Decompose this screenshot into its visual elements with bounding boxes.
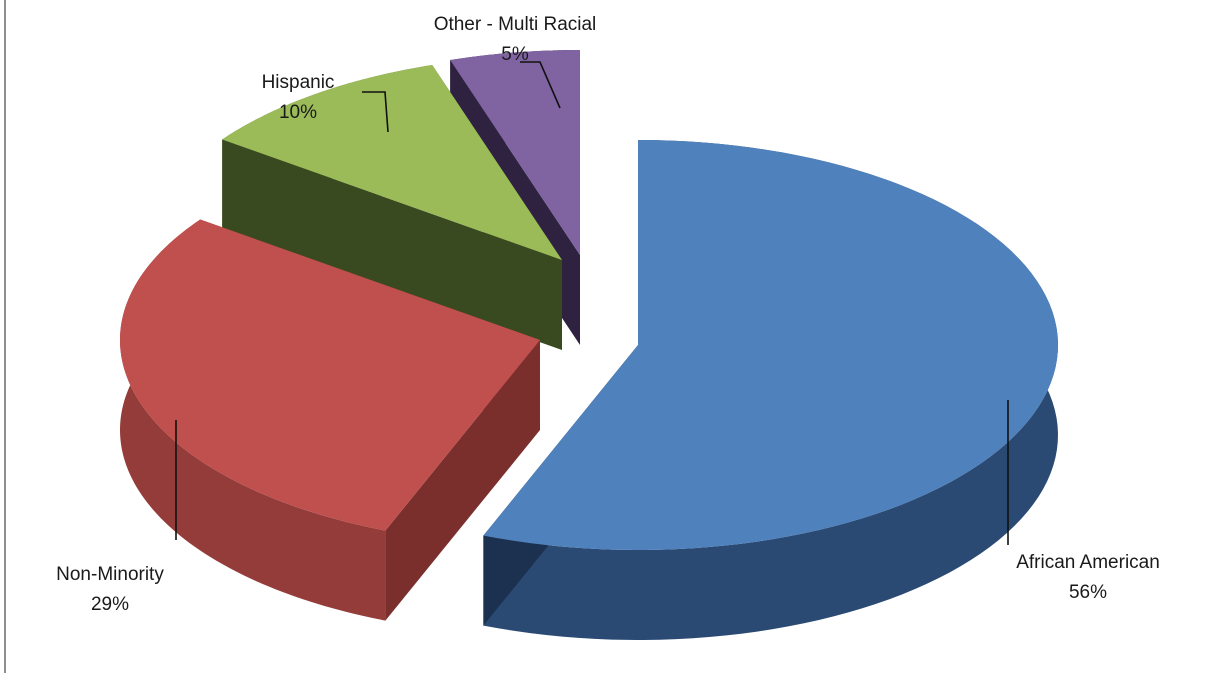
- leader-lines: [175, 61, 1009, 545]
- chart-left-border: [4, 0, 6, 673]
- slice-top-non-minority: [120, 219, 541, 531]
- slice-wall-1: [120, 219, 386, 621]
- slice-value-label: 5%: [501, 44, 529, 65]
- pie-tops: [120, 50, 1058, 550]
- slice-labels: African American 56% Non-Minority 29% Hispan…: [56, 14, 1160, 615]
- leader-line-2: [362, 91, 389, 133]
- leader-line-3: [520, 61, 561, 109]
- slice-name-label: Hispanic: [262, 72, 335, 93]
- slice-value-label: 10%: [279, 102, 317, 123]
- slice-name-label: Non-Minority: [56, 564, 164, 585]
- slice-name-label: African American: [1016, 552, 1160, 573]
- slice-face-2-0: [222, 139, 562, 350]
- slice-top-african-american: [483, 140, 1058, 550]
- slice-value-label: 56%: [1069, 582, 1107, 603]
- slice-top-other-multi-racial: [450, 50, 580, 255]
- slice-name-label: Other - Multi Racial: [434, 14, 597, 35]
- slice-top-hispanic: [222, 65, 562, 260]
- slice-value-label: 29%: [91, 594, 129, 615]
